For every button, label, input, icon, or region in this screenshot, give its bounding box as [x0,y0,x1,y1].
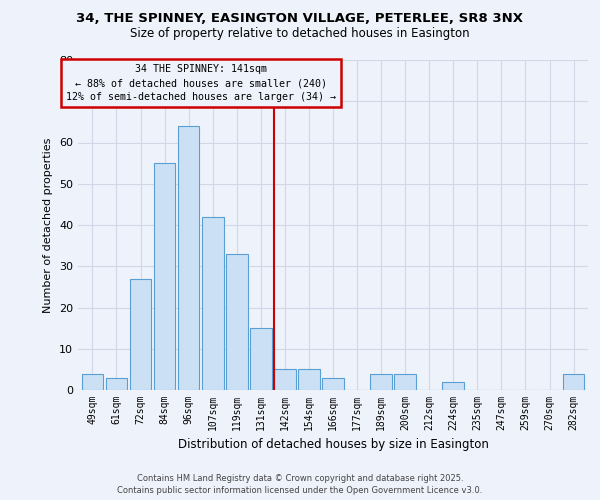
Text: Size of property relative to detached houses in Easington: Size of property relative to detached ho… [130,28,470,40]
Y-axis label: Number of detached properties: Number of detached properties [43,138,53,312]
Bar [370,374,392,390]
Text: 34 THE SPINNEY: 141sqm
← 88% of detached houses are smaller (240)
12% of semi-de: 34 THE SPINNEY: 141sqm ← 88% of detached… [65,64,335,102]
Bar [322,378,344,390]
Bar [274,370,296,390]
Bar [178,126,199,390]
X-axis label: Distribution of detached houses by size in Easington: Distribution of detached houses by size … [178,438,488,452]
Bar [202,217,224,390]
Bar [298,370,320,390]
Bar [442,382,464,390]
Text: 34, THE SPINNEY, EASINGTON VILLAGE, PETERLEE, SR8 3NX: 34, THE SPINNEY, EASINGTON VILLAGE, PETE… [77,12,523,26]
Bar [250,328,272,390]
Bar [563,374,584,390]
Bar [82,374,103,390]
Text: Contains HM Land Registry data © Crown copyright and database right 2025.
Contai: Contains HM Land Registry data © Crown c… [118,474,482,495]
Bar [130,278,151,390]
Bar [106,378,127,390]
Bar [226,254,248,390]
Bar [394,374,416,390]
Bar [154,163,175,390]
